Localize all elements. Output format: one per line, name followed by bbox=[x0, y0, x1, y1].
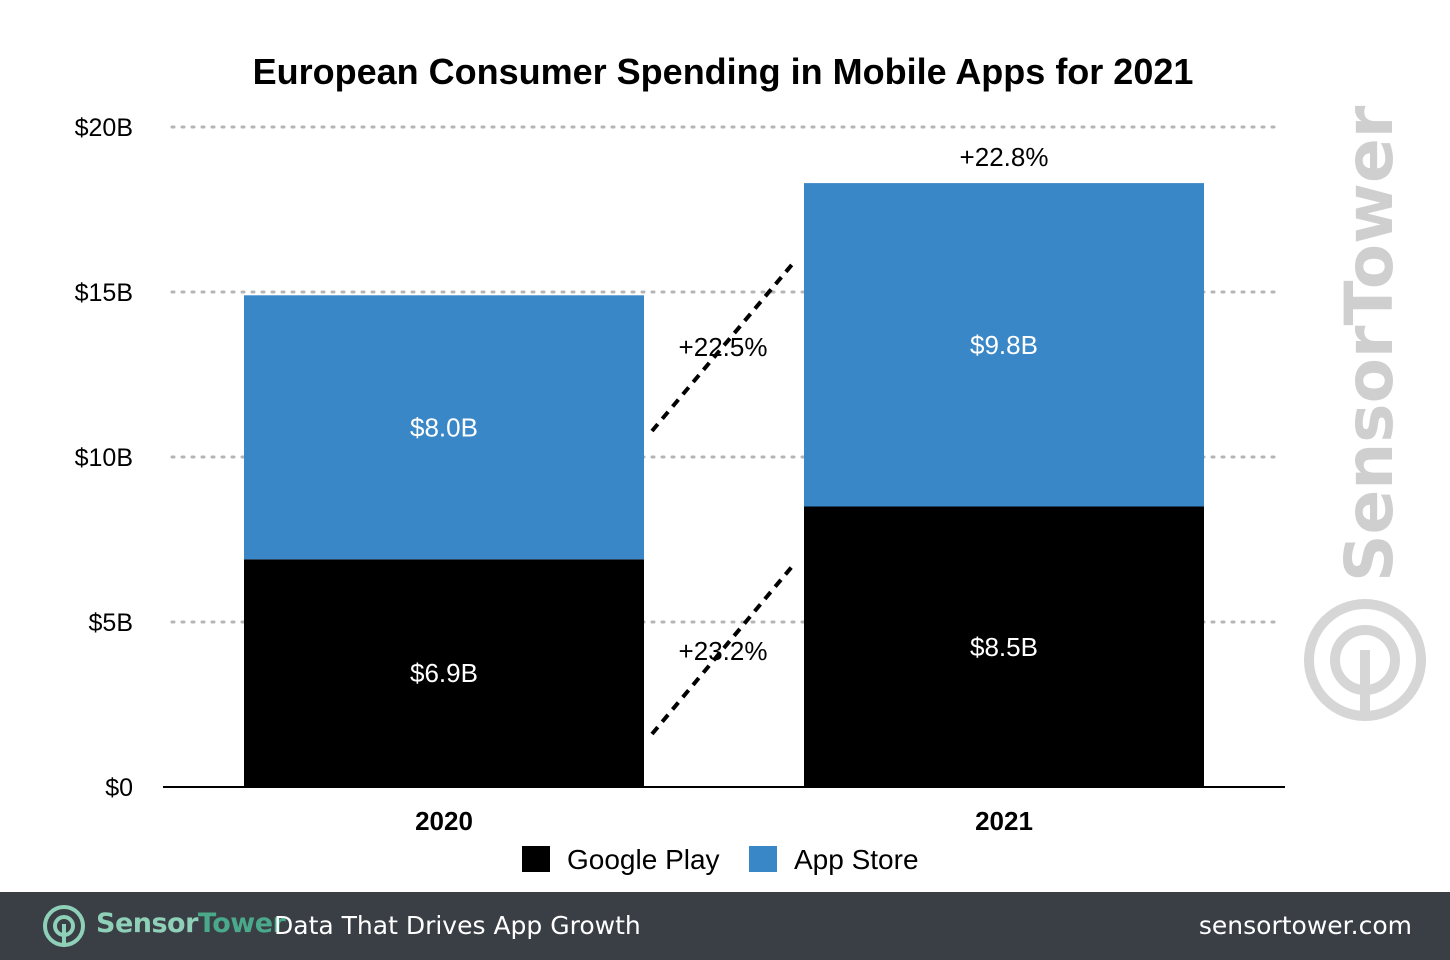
app-store-value-label: $8.0B bbox=[410, 412, 478, 442]
app-store-segment bbox=[244, 295, 644, 560]
legend: Google Play App Store bbox=[522, 844, 919, 875]
x-tick-label: 2020 bbox=[415, 806, 473, 836]
x-tick-label: 2021 bbox=[975, 806, 1033, 836]
footer-brand-sensor: Sensor bbox=[96, 908, 198, 939]
footer-bar: SensorTower Data That Drives App Growth … bbox=[0, 892, 1450, 960]
legend-label-app-store: App Store bbox=[794, 844, 919, 875]
sensor-tower-watermark: SensorTower bbox=[1304, 105, 1426, 721]
google-play-growth-connector bbox=[650, 561, 797, 736]
legend-swatch-google-play bbox=[522, 846, 550, 872]
footer-tagline: Data That Drives App Growth bbox=[274, 911, 641, 940]
growth-connectors bbox=[650, 259, 797, 736]
watermark-text: SensorTower bbox=[1331, 105, 1408, 582]
app-store-growth-label: +22.5% bbox=[679, 332, 768, 362]
x-axis-labels: 2020 2021 bbox=[415, 806, 1033, 836]
app-store-segment bbox=[804, 183, 1204, 507]
y-tick-label: $10B bbox=[75, 444, 133, 472]
y-tick-label: $20B bbox=[75, 114, 133, 142]
legend-label-google-play: Google Play bbox=[567, 844, 720, 875]
total-growth-label: +22.8% bbox=[960, 142, 1049, 172]
footer-url: sensortower.com bbox=[1198, 911, 1412, 940]
google-play-growth-label: +23.2% bbox=[679, 636, 768, 666]
y-tick-label: $5B bbox=[89, 609, 133, 637]
footer-brand-tower: Tower bbox=[197, 908, 286, 939]
app-store-growth-connector bbox=[650, 259, 797, 433]
footer-brand: SensorTower bbox=[96, 908, 286, 939]
watermark-logo-icon bbox=[1304, 599, 1426, 721]
legend-swatch-app-store bbox=[749, 846, 777, 872]
bars: $6.9B $8.0B $8.5B $9.8B bbox=[244, 183, 1204, 787]
y-tick-label: $0 bbox=[105, 774, 133, 802]
google-play-segment bbox=[244, 559, 644, 787]
y-axis-ticks: $0 $5B $10B $15B $20B bbox=[75, 114, 133, 802]
sensor-tower-logo-icon bbox=[43, 905, 85, 947]
y-tick-label: $15B bbox=[75, 279, 133, 307]
chart-title: European Consumer Spending in Mobile App… bbox=[253, 51, 1194, 92]
chart: European Consumer Spending in Mobile App… bbox=[75, 51, 1426, 875]
google-play-value-label: $8.5B bbox=[970, 632, 1038, 662]
google-play-segment bbox=[804, 506, 1204, 787]
app-store-value-label: $9.8B bbox=[970, 330, 1038, 360]
google-play-value-label: $6.9B bbox=[410, 658, 478, 688]
